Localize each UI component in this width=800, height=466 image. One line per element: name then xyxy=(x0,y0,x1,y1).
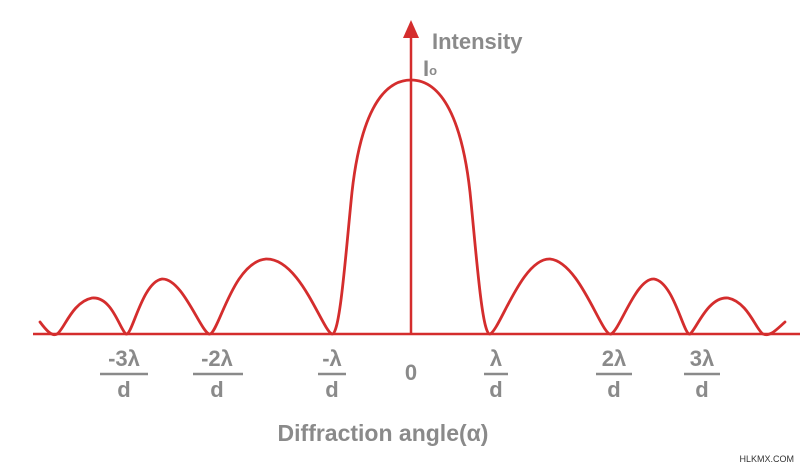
tick-numerator: 2λ xyxy=(602,346,626,371)
peak-intensity-label: Io xyxy=(423,56,437,81)
tick-label-neg2: -2λ d xyxy=(193,346,243,402)
tick-denominator: d xyxy=(117,377,130,402)
tick-numerator: -λ xyxy=(322,346,342,371)
y-axis-arrow-icon xyxy=(403,20,419,38)
tick-denominator: d xyxy=(607,377,620,402)
tick-numerator: -2λ xyxy=(201,346,233,371)
origin-label: 0 xyxy=(405,360,417,385)
tick-denominator: d xyxy=(325,377,338,402)
tick-numerator: 3λ xyxy=(690,346,714,371)
tick-label-pos1: λ d xyxy=(484,346,508,402)
x-axis-label: Diffraction angle(α) xyxy=(278,420,489,446)
tick-label-pos2: 2λ d xyxy=(596,346,632,402)
watermark: HLKMX.COM xyxy=(739,454,794,464)
y-axis-label: Intensity xyxy=(432,29,523,54)
tick-denominator: d xyxy=(210,377,223,402)
tick-label-pos3: 3λ d xyxy=(684,346,720,402)
tick-label-neg3: -3λ d xyxy=(100,346,148,402)
intensity-curve xyxy=(38,78,787,337)
tick-numerator: -3λ xyxy=(108,346,140,371)
tick-label-neg1: -λ d xyxy=(318,346,346,402)
tick-denominator: d xyxy=(695,377,708,402)
tick-numerator: λ xyxy=(490,346,502,371)
tick-denominator: d xyxy=(489,377,502,402)
